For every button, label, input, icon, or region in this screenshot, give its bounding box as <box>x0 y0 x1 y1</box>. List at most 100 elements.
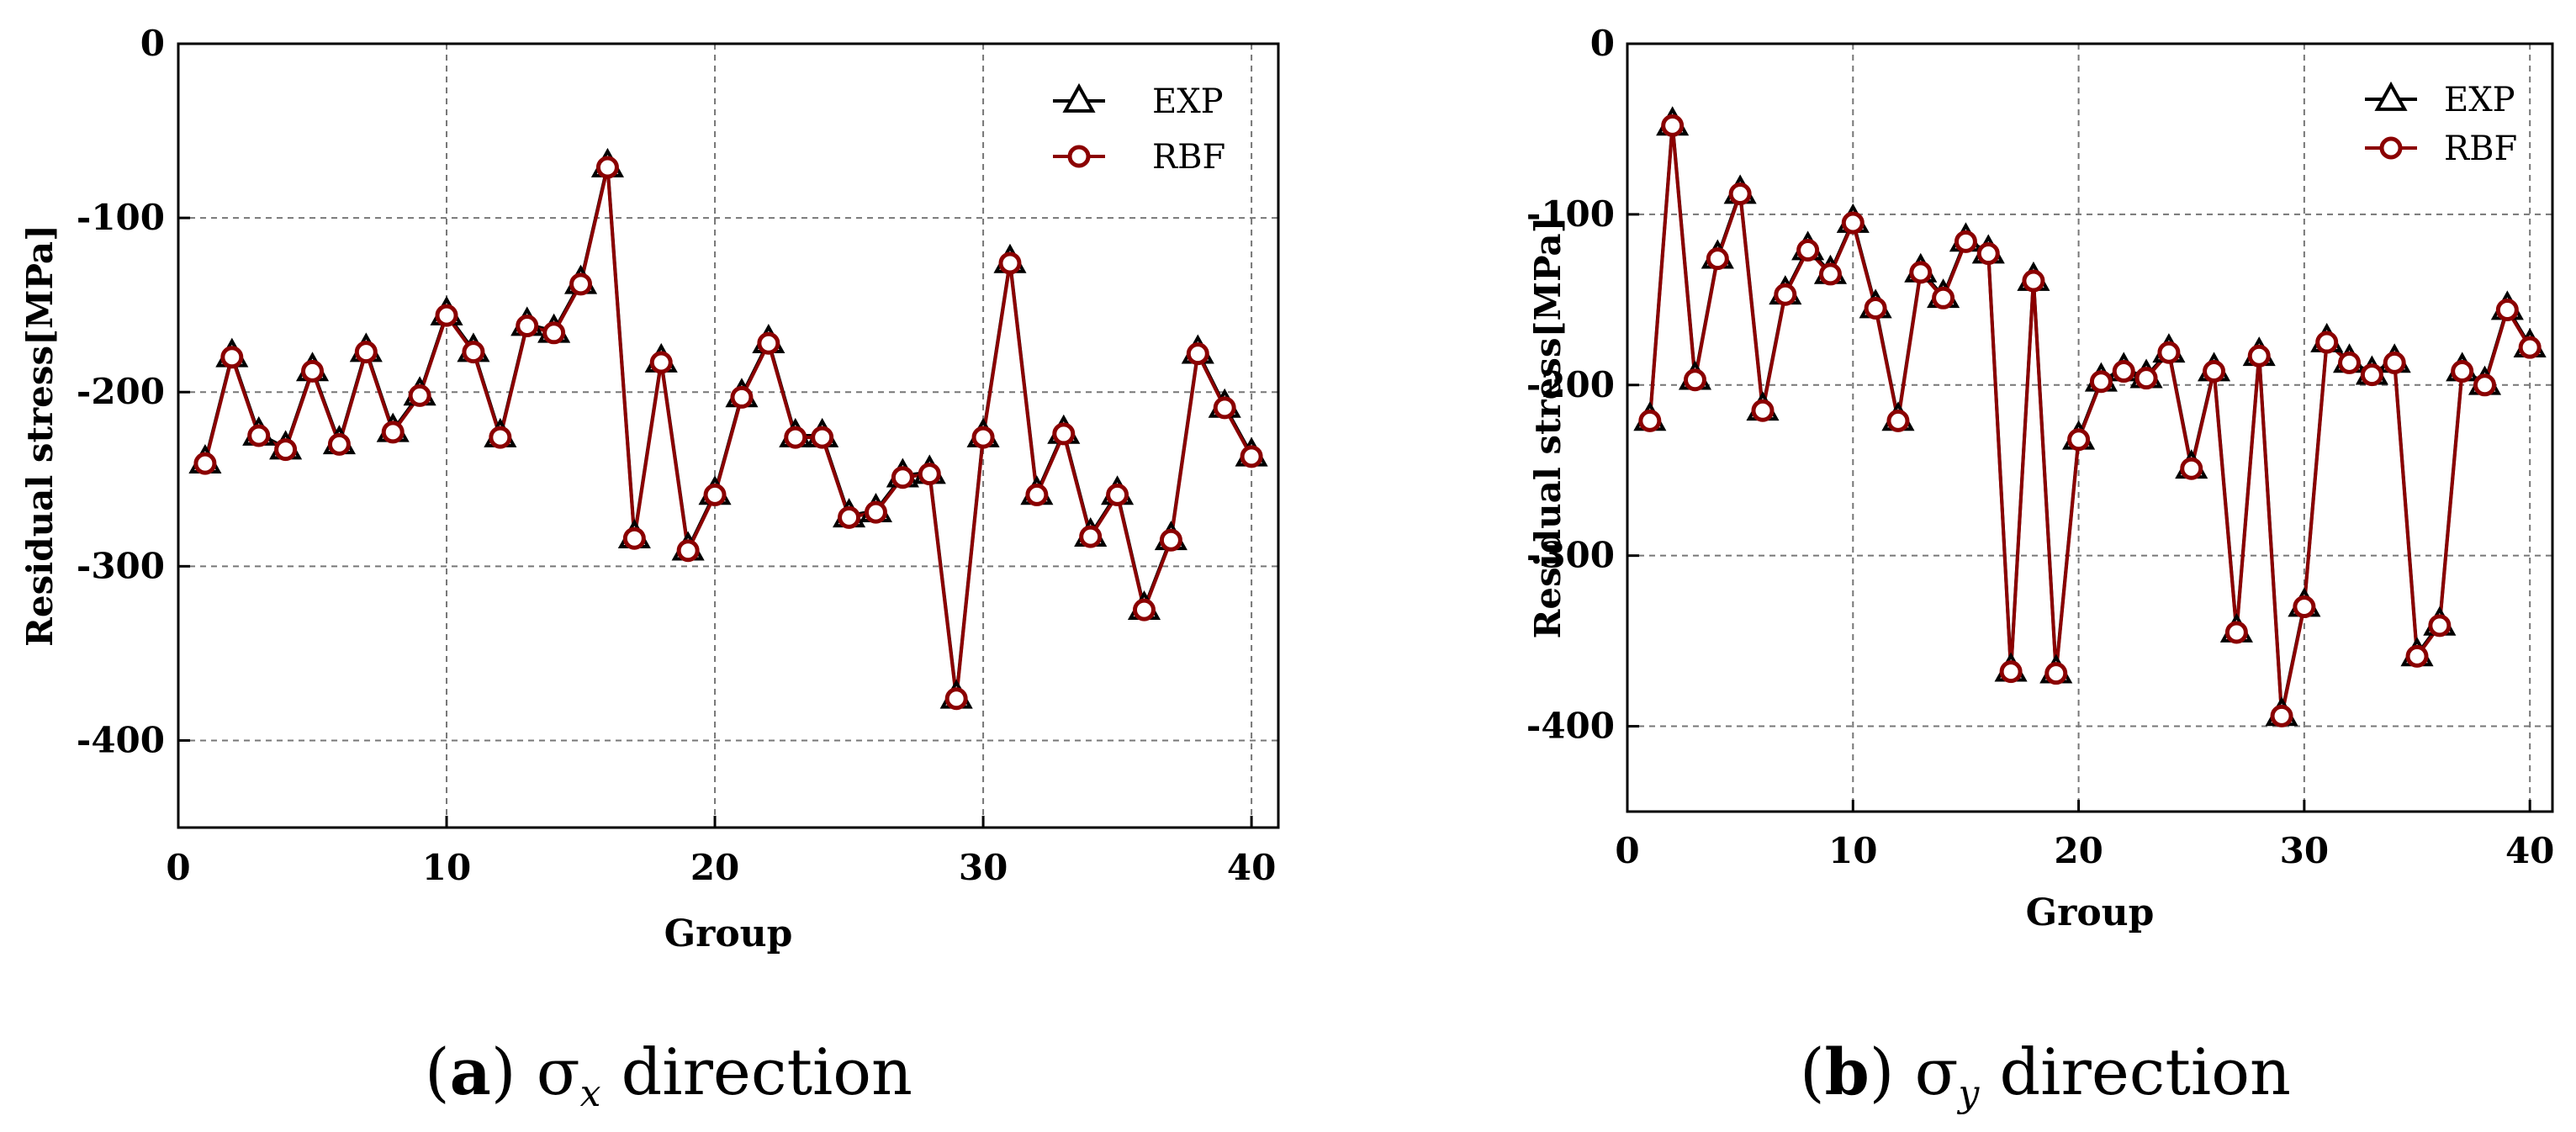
rbf-point <box>2157 341 2181 364</box>
plot-frame <box>177 42 1280 829</box>
rbf-point <box>2315 331 2339 354</box>
rbf-point <box>1240 445 1263 468</box>
rbf-point <box>2293 595 2316 619</box>
rbf-point <box>2473 373 2497 397</box>
rbf-point <box>2247 344 2271 368</box>
rbf-point <box>2270 704 2293 727</box>
rbf-point <box>918 463 941 486</box>
rbf-point <box>1159 528 1182 552</box>
rbf-point <box>1751 399 1775 422</box>
rbf-point <box>1106 483 1129 506</box>
rbf-point <box>1213 396 1236 420</box>
rbf-point <box>971 426 995 449</box>
legend-rbf-label: RBF <box>2444 130 2517 168</box>
rbf-point <box>193 452 217 475</box>
rbf-point <box>703 483 727 506</box>
rbf-point <box>2089 370 2113 394</box>
x-tick-label: 20 <box>690 847 739 888</box>
rbf-point <box>1706 247 1729 271</box>
rbf-point <box>274 438 298 462</box>
rbf-point <box>1186 342 1209 366</box>
rbf-point <box>2451 360 2474 384</box>
x-tick-label: 20 <box>2054 830 2103 871</box>
rbf-point <box>864 500 887 524</box>
rbf-point <box>1976 242 2000 266</box>
rbf-point <box>2518 336 2542 359</box>
rbf-point <box>354 341 378 364</box>
rbf-point <box>1886 409 1910 432</box>
x-tick-label: 40 <box>1227 847 1276 888</box>
rbf-point <box>2224 621 2248 644</box>
x-tick-label: 0 <box>1615 830 1639 871</box>
rbf-point <box>2338 351 2362 374</box>
rbf-point <box>1728 182 1752 206</box>
y-tick-label: -200 <box>77 371 165 412</box>
x-tick-label: 10 <box>1828 830 1877 871</box>
rbf-point <box>1661 114 1685 137</box>
rbf-point <box>408 384 431 407</box>
rbf-point <box>838 505 861 529</box>
rbf-point <box>2067 428 2091 452</box>
x-axis-label: Group <box>664 912 793 955</box>
legend-rbf-label: RBF <box>1152 138 1225 177</box>
rbf-point <box>489 426 512 449</box>
plot-frame <box>1626 42 2554 813</box>
y-tick-label: -400 <box>77 719 165 760</box>
rbf-point <box>569 272 593 296</box>
legend-exp-label: EXP <box>1152 82 1224 121</box>
rbf-point <box>542 321 566 345</box>
rbf-point <box>2383 351 2406 374</box>
rbf-point <box>2180 457 2203 480</box>
rbf-point <box>462 341 485 364</box>
x-axis-label: Group <box>2026 891 2155 934</box>
x-tick-label: 10 <box>422 847 471 888</box>
rbf-point <box>1132 598 1156 622</box>
rbf-point <box>1796 238 1820 262</box>
chart-b: 0 10 20 30 40 0 -100 -200 -300 -400 Group Residual … <box>1526 23 2555 934</box>
rbf-point <box>757 331 780 355</box>
rbf-point <box>1841 211 1865 235</box>
rbf-point <box>622 526 646 550</box>
chart-a: 0 10 20 30 40 0 -100 -200 -300 -400 Group Residual … <box>19 23 1280 955</box>
y-tick-label: 0 <box>1590 23 1615 64</box>
rbf-point <box>1909 261 1933 284</box>
rbf-point <box>2044 662 2068 685</box>
rbf-point <box>1932 286 1955 309</box>
rbf-point <box>1954 230 1977 253</box>
legend-exp-marker <box>2374 81 2408 111</box>
y-tick-label: 0 <box>140 23 165 64</box>
rbf-point <box>2134 367 2158 390</box>
rbf-point <box>2203 360 2226 384</box>
legend-rbf-marker <box>2379 136 2403 160</box>
rbf-point <box>730 385 754 409</box>
x-tick-label: 30 <box>2280 830 2329 871</box>
y-tick-label: -300 <box>77 545 165 586</box>
rbf-point <box>2428 614 2452 637</box>
y-tick-label: -200 <box>1526 364 1615 405</box>
rbf-point <box>1864 296 1887 320</box>
rbf-point <box>891 466 914 489</box>
rbf-point <box>435 304 458 327</box>
rbf-point <box>1818 262 1842 286</box>
rbf-point <box>676 539 700 563</box>
rbf-point <box>301 359 325 383</box>
y-axis-label: Residual stress[MPa] <box>1527 216 1568 638</box>
rbf-point <box>595 156 619 179</box>
caption-a: (a) σx direction <box>425 1034 912 1115</box>
rbf-point <box>649 351 673 374</box>
legend-rbf-marker <box>1067 145 1091 168</box>
rbf-point <box>784 426 807 449</box>
rbf-point <box>2495 299 2519 322</box>
rbf-point <box>1025 483 1049 506</box>
rbf-point <box>220 346 244 369</box>
x-tick-label: 40 <box>2505 830 2554 871</box>
x-tick-label: 0 <box>166 847 190 888</box>
rbf-point <box>247 424 271 447</box>
rbf-point <box>1638 409 1662 432</box>
y-tick-label: -400 <box>1526 706 1615 747</box>
rbf-point <box>381 421 405 444</box>
rbf-point <box>2112 360 2135 384</box>
rbf-point <box>2405 644 2429 668</box>
rbf-point <box>1683 368 1706 392</box>
